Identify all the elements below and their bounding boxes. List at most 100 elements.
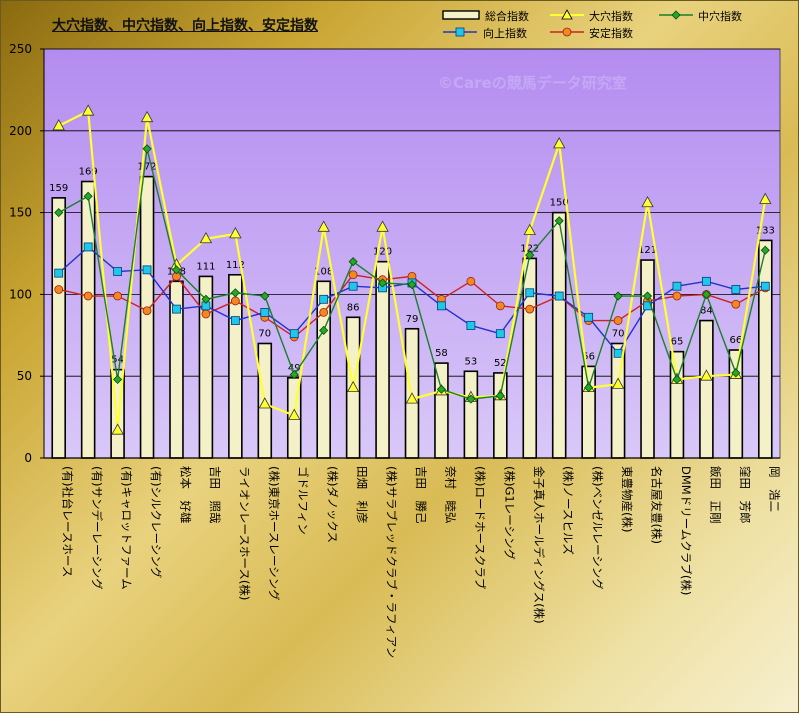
x-tick-label: (株)東京ホースレーシング [267, 466, 281, 601]
point-chuana [760, 245, 770, 255]
bar [316, 280, 331, 459]
bar-value-label: 86 [347, 302, 360, 313]
point-kojo [83, 242, 93, 252]
bar-value-label: 133 [756, 225, 775, 236]
point-chuana [613, 291, 623, 301]
bar-value-label: 66 [729, 335, 742, 346]
point-chuana [348, 257, 358, 267]
bar-value-label: 169 [79, 167, 98, 178]
point-chuana [289, 369, 299, 380]
bar-value-label: 49 [288, 363, 301, 374]
point-kojo [672, 281, 682, 291]
bar [640, 259, 655, 459]
x-tick-label: 東豊物産(株) [620, 466, 634, 532]
legend-marker-kojo [455, 27, 465, 37]
point-kojo [554, 291, 564, 301]
point-chuana [584, 383, 594, 393]
point-kojo [260, 307, 270, 317]
x-tick-label: ライオンレースホース(株) [237, 466, 251, 600]
point-daiana [140, 110, 154, 123]
x-tick-label: 奈村 睦弘 [443, 466, 457, 524]
bar [699, 319, 714, 459]
bar-value-label: 122 [520, 243, 539, 254]
point-antei [466, 276, 476, 286]
point-kojo [348, 281, 358, 291]
y-tick-label: 150 [9, 206, 32, 220]
y-tick-label: 250 [9, 42, 32, 56]
legend-marker-chuana [671, 10, 681, 20]
x-tick-label: DMMドリームクラブ(株) [679, 466, 693, 595]
x-tick-label: ゴドルフィン [296, 466, 310, 535]
point-antei [230, 296, 240, 306]
point-chuana [113, 374, 123, 385]
bar-value-label: 159 [49, 183, 68, 194]
point-daiana [288, 408, 301, 420]
point-antei [495, 301, 505, 311]
point-daiana [376, 220, 389, 232]
x-tick-label: 名古屋友豊(株) [650, 466, 664, 544]
bar-value-label: 65 [671, 337, 684, 348]
point-kojo [230, 316, 240, 325]
x-tick-label: (株)G1レーシング [502, 466, 516, 560]
legend-swatch-sogo [442, 10, 480, 20]
y-tick-label: 200 [9, 124, 32, 138]
point-antei [54, 285, 64, 294]
watermark: ©Careの競馬データ研究室 [438, 74, 627, 92]
bar-value-label: 70 [258, 328, 271, 339]
bar-value-label: 108 [314, 266, 333, 277]
point-daiana [700, 369, 713, 381]
point-antei [113, 291, 122, 301]
point-daiana [759, 192, 772, 204]
x-tick-label: 吉田 勝己 [414, 466, 428, 524]
x-tick-label: 松本 好雄 [178, 466, 192, 524]
point-antei [672, 291, 682, 301]
point-chuana [672, 374, 682, 385]
bar-value-label: 172 [137, 162, 156, 173]
x-tick-label: 吉田 照哉 [208, 466, 222, 524]
point-chuana [642, 291, 653, 301]
point-daiana [111, 423, 124, 435]
y-tick-label: 0 [24, 451, 32, 465]
point-chuana [319, 325, 329, 335]
series-daiana [52, 104, 772, 435]
x-tick-label: (株)ベンゼルレーシング [591, 466, 605, 590]
point-chuana [525, 250, 535, 260]
y-tick-label: 100 [9, 287, 32, 301]
line-series [52, 104, 772, 435]
bar-value-label: 53 [465, 356, 478, 367]
chart-title: 大穴指数、中穴指数、向上指数、安定指数 [52, 18, 318, 34]
bar-value-label: 70 [612, 328, 625, 339]
bar-value-label: 52 [494, 358, 507, 369]
legend-marker-antei [562, 27, 572, 37]
point-antei [613, 316, 623, 325]
point-antei [142, 306, 152, 316]
point-chuana [377, 278, 388, 288]
x-tick-label: 飯田 正剛 [708, 466, 722, 524]
point-kojo [54, 268, 64, 278]
point-kojo [172, 304, 181, 314]
bar-value-label: 56 [582, 351, 595, 362]
point-daiana [199, 231, 213, 244]
point-kojo [113, 267, 122, 276]
point-daiana [346, 380, 360, 393]
legend-marker-daiana [561, 9, 573, 20]
point-kojo [289, 329, 299, 339]
point-chuana [201, 294, 211, 304]
point-antei [731, 299, 741, 309]
x-tick-label: (株)ロードホースクラブ [473, 466, 487, 590]
bar-value-label: 54 [111, 355, 124, 366]
bar-value-label: 84 [700, 306, 713, 317]
y-tick-label: 50 [17, 369, 32, 383]
point-chuana [466, 394, 476, 404]
x-tick-label: (有)シルクレーシング [149, 466, 163, 579]
point-antei [348, 270, 358, 280]
x-tick-label: (有)キャロットファーム [120, 466, 134, 590]
point-daiana [81, 104, 95, 116]
x-tick-label: (株)ノースヒルズ [561, 466, 575, 555]
bar-value-label: 150 [550, 198, 569, 209]
point-chuana [83, 191, 93, 201]
legend-label-sogo: 総合指数 [485, 10, 529, 23]
x-tick-label: (有)サンデーレーシング [90, 466, 104, 590]
